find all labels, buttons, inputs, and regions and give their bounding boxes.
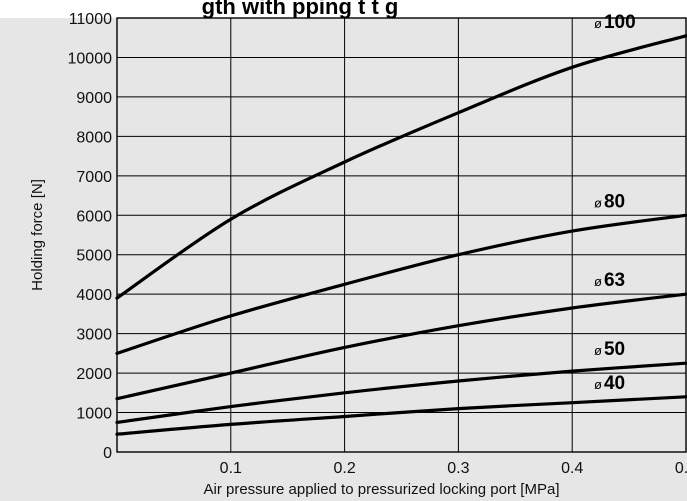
y-tick-label: 7000 <box>76 169 112 186</box>
y-tick-label: 0 <box>103 445 112 462</box>
y-tick-label: 2000 <box>76 366 112 383</box>
series-label-d50: ø 50 <box>594 339 625 360</box>
x-tick-labels: 0.1 0.2 0.3 0.4 0.5 <box>220 460 687 477</box>
y-tick-label: 10000 <box>68 50 113 67</box>
x-tick-label: 0.1 <box>220 460 242 477</box>
y-tick-label: 3000 <box>76 327 112 344</box>
y-tick-label: 8000 <box>76 129 112 146</box>
series-label-d40: ø 40 <box>594 373 625 394</box>
y-tick-label: 4000 <box>76 287 112 304</box>
x-tick-label: 0.5 <box>675 460 687 477</box>
y-tick-label: 11000 <box>69 11 112 28</box>
y-tick-label: 5000 <box>76 248 112 265</box>
series-line-d80 <box>115 213 687 355</box>
x-axis-label: Air pressure applied to pressurized lock… <box>203 481 559 498</box>
x-tick-label: 0.2 <box>333 460 355 477</box>
chart-title: gth with pping t t g <box>202 0 399 19</box>
y-tick-label: 6000 <box>76 208 112 225</box>
series-line-d63 <box>115 292 687 401</box>
series-lines <box>115 34 687 436</box>
y-tick-labels: 0 1000 2000 3000 4000 5000 6000 7000 8000 9000 100… <box>68 11 113 462</box>
y-tick-label: 1000 <box>76 406 112 423</box>
y-axis-label: Holding force [N] <box>29 179 46 291</box>
series-label-d100: ø 100 <box>594 12 636 33</box>
series-line-d40 <box>115 395 687 436</box>
x-tick-label: 0.3 <box>447 460 469 477</box>
series-labels: ø 100 ø 80 ø 63 ø 50 ø 40 <box>594 12 636 394</box>
series-line-d100 <box>115 34 687 300</box>
series-line-d50 <box>115 361 687 424</box>
series-label-d63: ø 63 <box>594 270 625 291</box>
y-tick-label: 9000 <box>76 90 112 107</box>
plot-frame <box>116 17 687 453</box>
x-tick-label: 0.4 <box>561 460 583 477</box>
series-label-d80: ø 80 <box>594 191 625 212</box>
